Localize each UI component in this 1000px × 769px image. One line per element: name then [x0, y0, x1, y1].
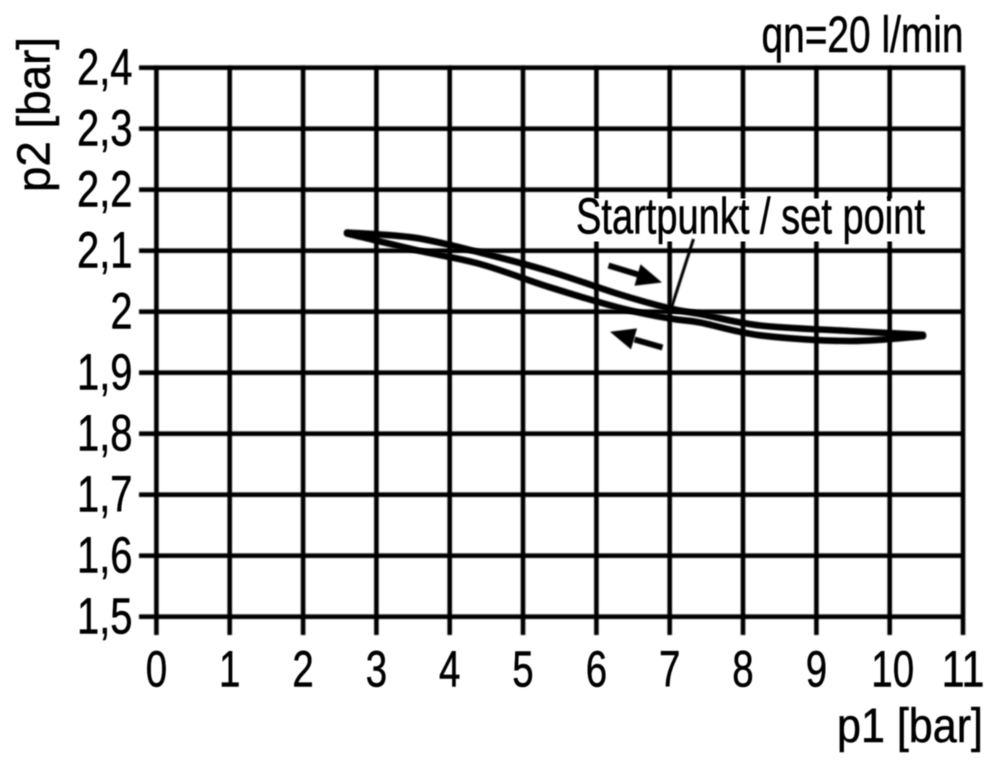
- svg-text:2,4: 2,4: [77, 39, 133, 96]
- svg-text:8: 8: [732, 641, 753, 698]
- svg-text:qn=20 l/min: qn=20 l/min: [762, 6, 964, 63]
- svg-text:1,8: 1,8: [77, 405, 133, 462]
- svg-text:2: 2: [292, 641, 313, 698]
- svg-text:2,1: 2,1: [77, 222, 133, 279]
- svg-text:1,5: 1,5: [77, 588, 133, 645]
- svg-text:9: 9: [806, 641, 827, 698]
- svg-text:p1 [bar]: p1 [bar]: [837, 700, 983, 753]
- svg-text:2,2: 2,2: [77, 161, 133, 218]
- svg-text:1: 1: [219, 641, 240, 698]
- svg-text:1,7: 1,7: [77, 466, 133, 523]
- svg-text:5: 5: [512, 641, 533, 698]
- svg-text:4: 4: [439, 641, 460, 698]
- svg-text:1,9: 1,9: [77, 344, 133, 401]
- svg-text:2,3: 2,3: [77, 100, 133, 157]
- svg-text:7: 7: [659, 641, 680, 698]
- svg-text:6: 6: [586, 641, 607, 698]
- svg-text:2: 2: [111, 283, 133, 340]
- svg-text:11: 11: [942, 641, 985, 698]
- svg-text:0: 0: [146, 641, 167, 698]
- svg-text:Startpunkt / set point: Startpunkt / set point: [576, 188, 925, 245]
- svg-text:10: 10: [871, 641, 914, 698]
- svg-text:3: 3: [366, 641, 387, 698]
- svg-text:p2 [bar]: p2 [bar]: [8, 37, 60, 192]
- svg-text:1,6: 1,6: [77, 527, 133, 584]
